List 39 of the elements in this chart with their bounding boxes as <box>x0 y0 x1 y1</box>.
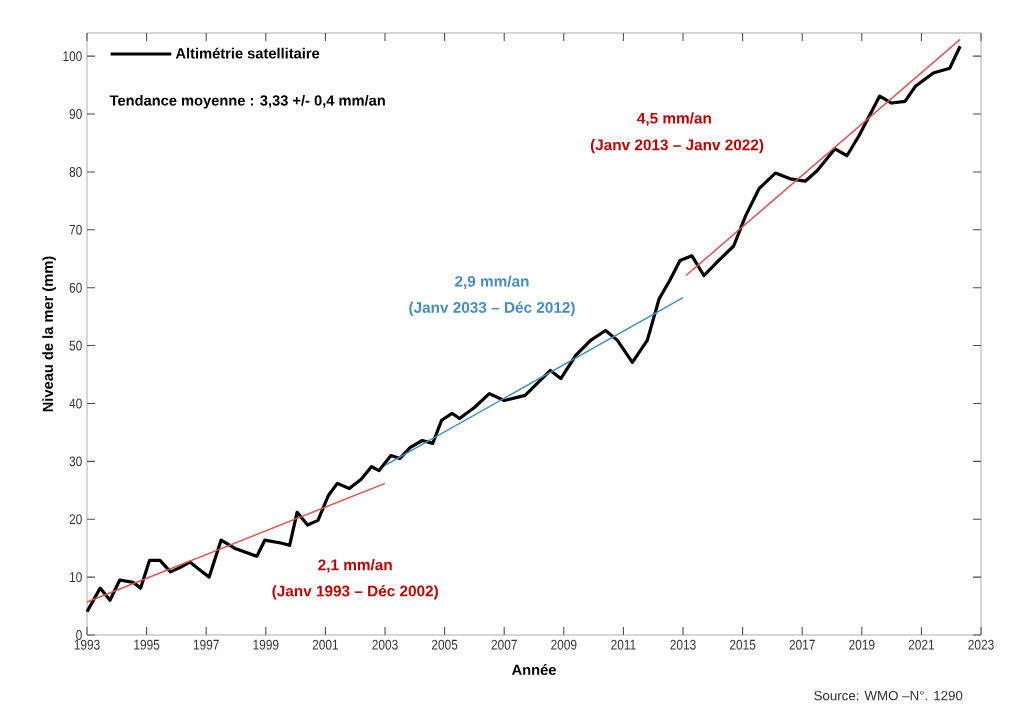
y-tick-label: 50 <box>69 340 82 351</box>
x-tick-label: 2019 <box>849 639 875 650</box>
x-tick-label: 2005 <box>431 639 458 650</box>
legend-label: Altimétrie satellitaire <box>175 47 320 59</box>
annotation: (Janv 2013 – Janv 2022) <box>590 139 764 154</box>
x-tick-label: 2021 <box>908 639 935 650</box>
x-tick-label: 2023 <box>968 639 994 650</box>
annotation: 2,1 mm/an <box>318 559 392 573</box>
y-tick-label: 40 <box>69 398 82 409</box>
annotation: 4,5 mm/an <box>637 112 711 126</box>
x-axis-title: Année <box>511 664 556 676</box>
x-tick-label: 1997 <box>193 639 219 650</box>
source-note: Source: WMO –N°. 1290 <box>814 690 963 701</box>
y-tick-label: 30 <box>69 456 82 467</box>
y-tick-label: 100 <box>63 51 82 62</box>
x-tick-label: 2007 <box>491 639 517 650</box>
annotation: Tendance moyenne : 3,33 +/- 0,4 mm/an <box>109 94 385 109</box>
y-tick-label: 20 <box>69 514 82 525</box>
x-tick-label: 1995 <box>134 639 160 650</box>
y-axis-title: Niveau de la mer (mm) <box>42 256 56 412</box>
x-tick-label: 2009 <box>551 639 577 650</box>
x-tick-label: 1999 <box>253 639 279 650</box>
x-tick-label: 2017 <box>789 639 815 650</box>
annotation: (Janv 2033 – Déc 2012) <box>409 301 575 316</box>
y-tick-label: 10 <box>69 572 82 583</box>
y-tick-label: 90 <box>69 109 82 119</box>
y-tick-label: 60 <box>69 282 82 293</box>
line-series <box>85 44 962 614</box>
x-tick-label: 2001 <box>312 639 339 650</box>
x-tick-label: 1993 <box>74 639 100 650</box>
x-tick-label: 2015 <box>729 639 756 650</box>
y-tick-label: 70 <box>69 224 82 235</box>
y-tick-label: 0 <box>76 630 82 640</box>
annotation: (Janv 1993 – Déc 2002) <box>272 585 438 600</box>
x-tick-label: 2013 <box>670 639 696 650</box>
y-tick-label: 80 <box>69 166 82 177</box>
x-tick-label: 2011 <box>611 639 636 650</box>
x-tick-label: 2003 <box>372 639 398 650</box>
annotation: 2,9 mm/an <box>455 275 529 289</box>
